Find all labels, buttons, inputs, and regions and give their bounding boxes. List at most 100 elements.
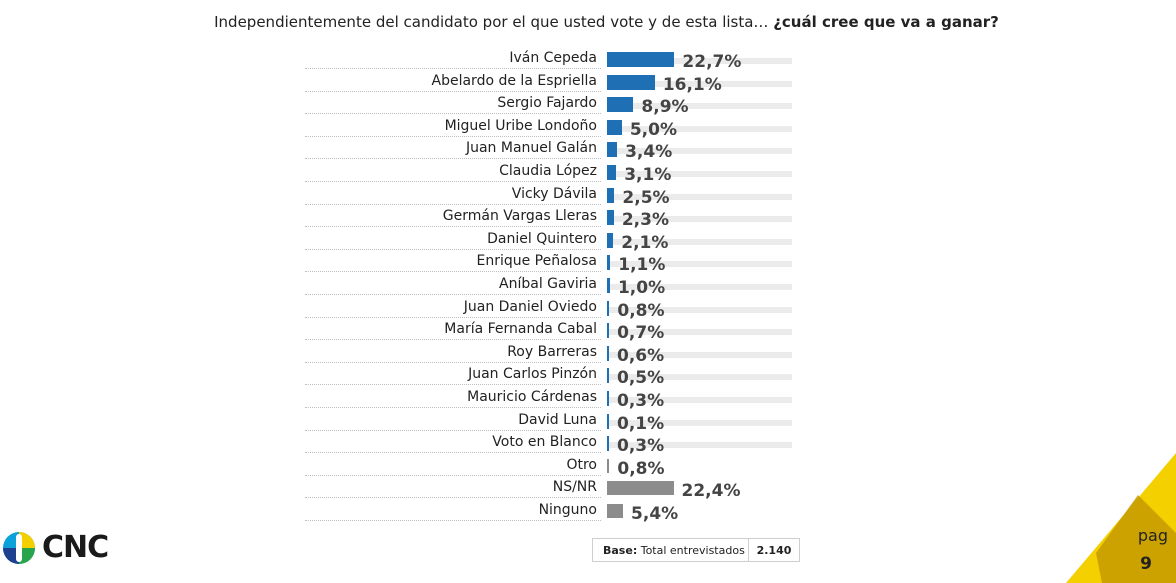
category-label: Abelardo de la Espriella [431,72,597,89]
base-text: Total entrevistados [640,543,745,557]
row-divider [305,203,601,205]
category-label: Juan Carlos Pinzón [468,366,597,383]
row-divider [305,294,601,295]
category-label: Enrique Peñalosa [476,253,597,270]
bar-track [607,442,792,449]
bar-track [607,58,792,64]
row-divider [305,181,601,182]
row-divider [305,158,601,160]
value-label: 22,7% [682,52,742,72]
category-label: Claudia López [499,163,597,179]
value-label: 2,5% [622,187,670,208]
bar [607,368,609,384]
bar [607,119,622,135]
page-corner-decoration [1066,453,1176,583]
cnc-logo-icon [3,531,35,564]
bar-track [607,193,792,200]
value-label: 0,3% [617,391,665,411]
row-divider [305,497,601,499]
category-label: Iván Cepeda [509,50,597,66]
bar [607,323,610,339]
row-divider [305,271,601,273]
category-label: Vicky Dávila [511,185,597,202]
base-box: Base: Total entrevistados 2.140 [592,538,800,562]
category-label: NS/NR [552,479,597,496]
row-divider [305,474,601,476]
category-label: Aníbal Gaviria [499,276,597,292]
category-label: Juan Daniel Oviedo [463,298,597,315]
bar [607,187,615,203]
category-label: Germán Vargas Lleras [442,208,597,225]
bar [607,458,610,473]
value-label: 0,8% [617,458,665,479]
bar-track [607,374,792,381]
row-divider [305,384,601,386]
value-label: 3,4% [625,142,673,163]
bar-chart: Iván Cepeda 22,7% Abelardo de la Espriella… [300,48,800,528]
value-label: 16,1% [662,74,722,95]
row-divider [305,90,601,92]
category-label: David Luna [518,411,597,428]
bar [607,74,655,90]
category-label: Daniel Quintero [487,230,597,247]
category-label: Mauricio Cárdenas [467,389,597,405]
category-label: Roy Barreras [507,343,597,360]
bar-track [607,306,792,313]
value-label: 0,8% [617,300,665,321]
value-label: 1,1% [618,255,666,276]
bar [607,391,609,406]
question-title: Independientemente del candidato por el … [0,13,1176,31]
bar [607,278,610,293]
page-number: 9 [1140,554,1152,574]
value-label: 0,5% [617,368,665,389]
bar-track [607,397,792,403]
row-divider [305,248,601,250]
value-label: 0,1% [617,413,665,434]
value-label: 2,3% [621,210,669,231]
row-divider [305,316,601,318]
bar [607,52,675,67]
category-label: Voto en Blanco [492,434,597,451]
value-label: 5,4% [631,504,679,524]
category-label: Sergio Fajardo [497,95,597,112]
base-label-group: Base: Total entrevistados [593,544,748,557]
bar [607,300,610,316]
cnc-logo-text: CNC [42,530,109,565]
bar-track [607,238,792,245]
question-highlight: ¿cuál cree que va a ganar? [773,13,999,31]
page-label: pag [1137,526,1168,545]
row-divider [305,339,601,341]
bar [607,504,624,518]
row-divider [305,520,601,521]
bar [607,165,617,180]
value-label: 1,0% [617,278,666,298]
value-label: 0,3% [617,436,665,457]
row-divider [305,407,601,408]
row-divider [305,113,601,115]
row-divider [305,226,601,228]
bar [607,413,609,429]
bar-track [607,171,792,177]
value-label: 2,1% [621,232,669,253]
bar [607,142,618,158]
bar [607,210,614,226]
category-label: Otro [566,456,597,473]
value-label: 22,4% [681,481,741,502]
bar-track [607,103,792,110]
bar-track [607,216,792,223]
category-label: María Fernanda Cabal [444,321,597,338]
bar-track [607,284,792,290]
value-label: 0,7% [617,323,665,344]
row-divider [305,361,601,363]
bar-track [607,148,792,155]
bar [607,345,609,361]
value-label: 8,9% [641,97,689,118]
question-text: Independientemente del candidato por el … [214,13,769,31]
bar [607,255,611,271]
value-label: 0,6% [617,345,665,366]
row-divider [305,429,601,431]
base-label: Base: [603,543,638,557]
bar-track [607,80,792,87]
category-label: Ninguno [538,502,597,518]
category-label: Juan Manuel Galán [465,140,597,157]
